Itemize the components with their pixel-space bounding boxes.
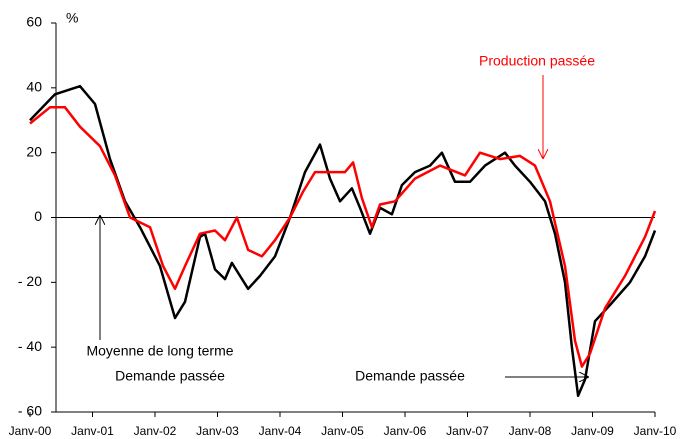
x-tick-label: Janv-00 <box>9 424 52 438</box>
annotation: Demande passée <box>355 368 465 384</box>
x-tick-label: Janv-05 <box>321 424 364 438</box>
series-line <box>29 84 657 398</box>
lines <box>29 84 657 398</box>
x-tick-label: Janv-08 <box>509 424 552 438</box>
x-tick-label: Janv-07 <box>446 424 489 438</box>
y-tick-label: - 20 <box>18 273 42 289</box>
x-tick-label: Janv-06 <box>384 424 427 438</box>
y-tick-label: - 40 <box>18 338 42 354</box>
series-line <box>29 106 657 368</box>
x-tick-label: Janv-03 <box>196 424 239 438</box>
x-tick-label: Janv-04 <box>259 424 302 438</box>
x-tick-label: Janv-01 <box>71 424 114 438</box>
y-tick-label: 60 <box>26 14 42 30</box>
y-tick-label: 40 <box>26 79 42 95</box>
annotation: Demande passée <box>115 368 225 384</box>
y-tick-label: 0 <box>34 208 42 224</box>
annotation: Moyenne de long terme <box>86 343 233 359</box>
annotation: Production passée <box>479 53 595 69</box>
axes: - 60 - 40 - 20 0 20 40 60 Janv-00 Janv-01 Janv-02… <box>9 14 677 438</box>
x-tick-label: Janv-10 <box>634 424 677 438</box>
y-tick-label: 20 <box>26 143 42 159</box>
x-tick-label: Janv-09 <box>571 424 614 438</box>
x-tick-label: Janv-02 <box>134 424 177 438</box>
y-tick-label: - 60 <box>18 403 42 419</box>
y-unit-label: % <box>66 10 78 26</box>
